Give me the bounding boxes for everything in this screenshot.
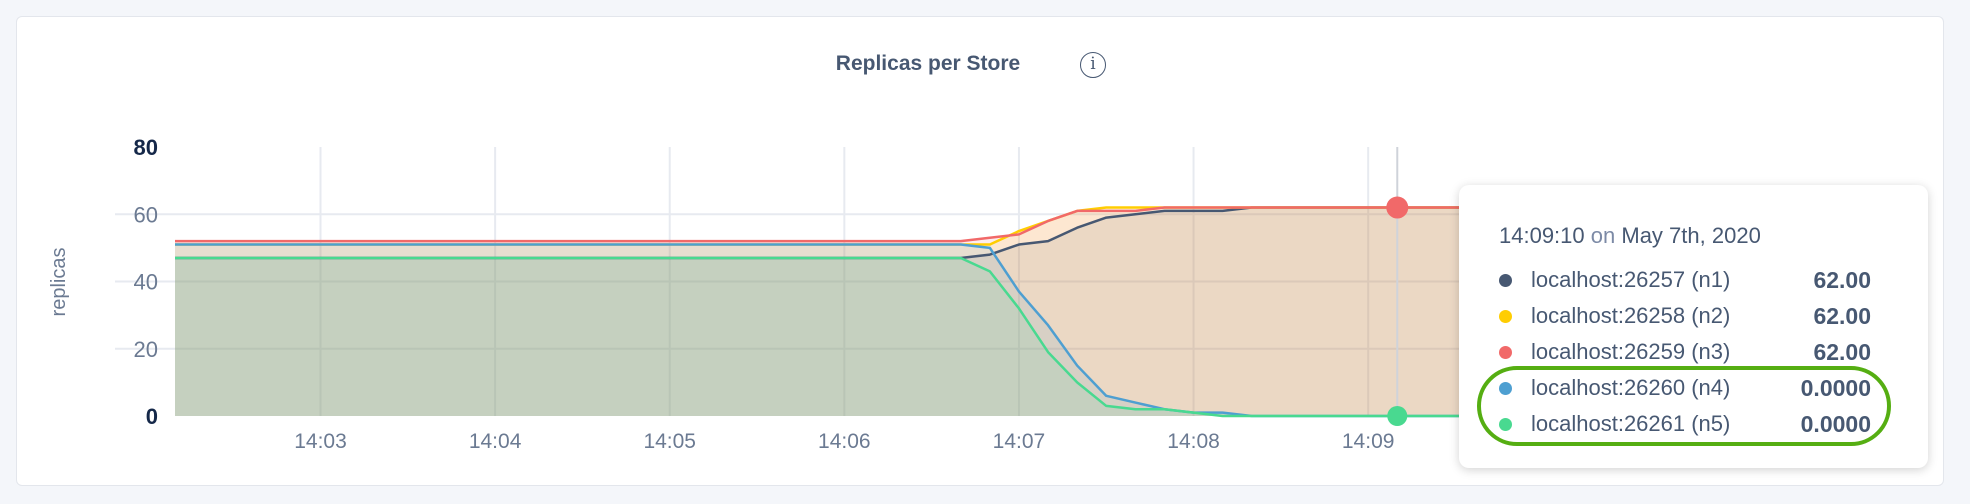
y-tick-label: 80 — [134, 135, 158, 160]
tooltip-date: May 7th, 2020 — [1621, 223, 1761, 248]
y-tick-label: 60 — [134, 202, 158, 227]
tooltip-value: 62.00 — [1813, 339, 1871, 365]
x-tick-label: 14:07 — [993, 430, 1046, 453]
tooltip-on: on — [1590, 223, 1616, 248]
tooltip-label: localhost:26260 (n4) — [1531, 375, 1731, 400]
tooltip-label: localhost:26258 (n2) — [1531, 303, 1731, 328]
tooltip-timestamp: 14:09:10 on May 7th, 2020 — [1499, 223, 1761, 249]
series-dot-icon — [1499, 310, 1512, 323]
tooltip-label: localhost:26261 (n5) — [1531, 411, 1731, 436]
tooltip-label: localhost:26257 (n1) — [1531, 267, 1731, 292]
tooltip-label: localhost:26259 (n3) — [1531, 339, 1731, 364]
info-icon[interactable]: i — [1080, 52, 1106, 78]
x-tick-label: 14:09 — [1342, 430, 1395, 453]
tooltip-row: localhost:26258 (n2) 62.00 — [1499, 301, 1871, 331]
x-tick-label: 14:04 — [469, 430, 522, 453]
series-area-n5 — [175, 257, 1892, 416]
tooltip-row: localhost:26259 (n3) 62.00 — [1499, 337, 1871, 367]
x-tick-label: 14:08 — [1167, 430, 1220, 453]
chart-title: Replicas per Store — [835, 52, 1021, 75]
y-axis-label: replicas — [48, 248, 70, 317]
tooltip-value: 62.00 — [1813, 267, 1871, 293]
series-line-n4 — [175, 243, 1892, 418]
series-line-n1 — [175, 206, 1892, 260]
hover-point-n5 — [1387, 406, 1408, 426]
x-tick-label: 14:03 — [294, 430, 347, 453]
y-tick-label: 20 — [134, 337, 158, 362]
x-tick-label: 14:06 — [818, 430, 871, 453]
series-line-n3 — [175, 206, 1892, 243]
hover-point-n3 — [1386, 196, 1409, 219]
y-tick-label: 0 — [146, 404, 158, 429]
y-tick-label: 40 — [134, 270, 158, 295]
series-line-n5 — [175, 256, 1892, 418]
tooltip-time: 14:09:10 — [1499, 223, 1585, 248]
x-tick-label: 14:05 — [643, 430, 696, 453]
highlight-annotation — [1477, 366, 1891, 446]
series-dot-icon — [1499, 274, 1512, 287]
tooltip-value: 62.00 — [1813, 303, 1871, 329]
series-dot-icon — [1499, 346, 1512, 359]
tooltip-row: localhost:26257 (n1) 62.00 — [1499, 265, 1871, 295]
